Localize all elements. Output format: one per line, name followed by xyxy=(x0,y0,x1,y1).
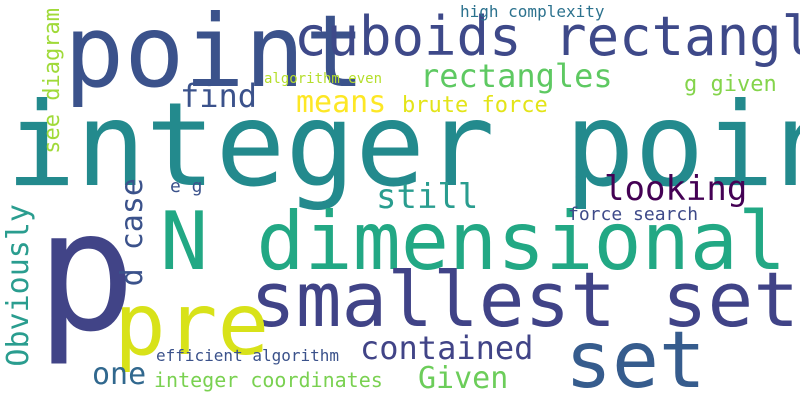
word-means: means xyxy=(296,85,387,120)
word-point: point xyxy=(64,0,366,110)
word-find: find xyxy=(180,77,258,115)
word-efficient-algorithm: efficient algorithm xyxy=(156,346,340,365)
word-see-diagram: see diagram xyxy=(40,8,65,154)
word-set: set xyxy=(565,316,706,400)
word-d-case: d case xyxy=(115,178,150,287)
word-e-g: e g xyxy=(170,176,203,197)
word-p: p xyxy=(36,176,136,369)
word-pre: pre xyxy=(114,275,270,375)
word-contained: contained xyxy=(360,329,534,367)
word-cuboids-rectangles: cuboids rectangles xyxy=(294,5,800,68)
word-still: still xyxy=(376,177,479,217)
word-smallest-set: smallest set xyxy=(250,255,800,344)
word-g-given: g given xyxy=(684,72,777,97)
word-one: one xyxy=(92,357,147,392)
word-given: Given xyxy=(418,361,509,396)
word-algorithm-even: algorithm even xyxy=(264,71,383,87)
word-brute-force: brute force xyxy=(402,93,548,118)
word-force-search: force search xyxy=(568,204,699,225)
word-rectangles: rectangles xyxy=(420,57,613,95)
word-high-complexity: high complexity xyxy=(460,2,605,21)
word-n-dimensional: N dimensional xyxy=(160,195,787,288)
word-looking: looking xyxy=(604,169,748,209)
word-obviously: Obviously xyxy=(1,204,36,367)
word-integer-coordinates: integer coordinates xyxy=(154,368,383,392)
word-integer-point: integer point xyxy=(6,78,800,213)
